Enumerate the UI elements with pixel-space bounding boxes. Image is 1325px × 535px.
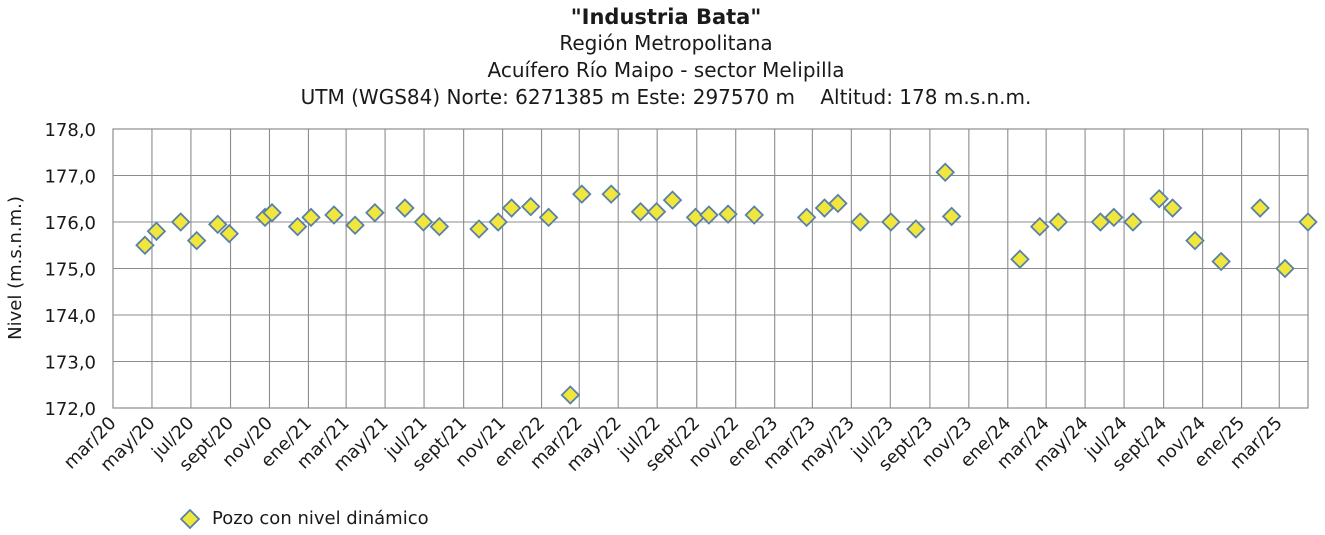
data-point [219,223,240,244]
data-point [301,207,321,228]
y-tick-label: 174,0 [44,306,96,327]
data-point [1275,258,1295,279]
data-point [881,212,901,232]
data-points [135,162,1318,405]
legend: Pozo con nivel dinámico [180,508,429,529]
data-point [560,385,581,405]
data-point [538,207,559,228]
data-point [365,202,385,223]
data-point [630,201,651,222]
data-point [906,219,926,239]
chart-subtitle-aquifer: Acuífero Río Maipo - sector Melipilla [487,58,845,82]
data-point [287,216,308,237]
data-point [1123,212,1143,232]
data-point [850,212,871,232]
data-point [345,215,365,236]
y-axis-label: Nivel (m.s.n.m.) [5,196,26,340]
x-axis: mar/20may/20jul/20sept/20nov/20ene/21mar… [60,413,1287,476]
y-tick-label: 173,0 [44,353,96,374]
data-point [1298,212,1318,232]
y-tick-label: 177,0 [44,167,96,188]
chart-titles: "Industria Bata" Región Metropolitana Ac… [0,4,1325,111]
data-point [572,184,592,204]
data-point [744,205,765,225]
data-point [501,198,522,218]
data-point [828,193,848,214]
data-point [429,216,450,237]
legend-diamond-marker [180,508,200,529]
data-point [646,201,667,222]
data-point [935,162,955,183]
data-point [1048,212,1069,232]
data-point [262,202,282,223]
data-point [186,230,207,251]
data-point [662,190,683,210]
data-point [796,207,817,228]
data-point [699,205,719,225]
data-point [520,196,541,217]
data-point [170,212,191,232]
data-point [1162,198,1183,218]
y-tick-label: 175,0 [44,260,96,281]
data-point [146,221,167,242]
y-tick-label: 178,0 [44,120,96,141]
legend-label: Pozo con nivel dinámico [212,508,429,529]
data-point [488,212,508,232]
data-point [413,212,434,232]
data-point [1104,207,1124,228]
data-point [1149,188,1169,209]
data-point [469,219,489,239]
data-point [941,206,962,227]
data-point [135,235,155,256]
chart-title: "Industria Bata" [570,5,762,29]
y-axis: 172,0 173,0 174,0 175,0 176,0 177,0 178,0 [44,120,96,420]
data-point [1010,249,1030,269]
data-point [718,204,738,224]
chart-subtitle-coordinates: UTM (WGS84) Norte: 6271385 m Este: 29757… [300,85,1032,109]
y-tick-label: 176,0 [44,213,96,234]
data-point [1185,230,1205,251]
data-point [1029,216,1050,237]
data-point [395,198,415,218]
data-point [601,184,621,204]
data-point [1211,251,1231,272]
chart-subtitle-region: Región Metropolitana [559,31,773,55]
data-point [1250,198,1270,218]
data-point [207,214,228,235]
data-point [324,205,344,225]
y-tick-label: 172,0 [44,399,96,420]
